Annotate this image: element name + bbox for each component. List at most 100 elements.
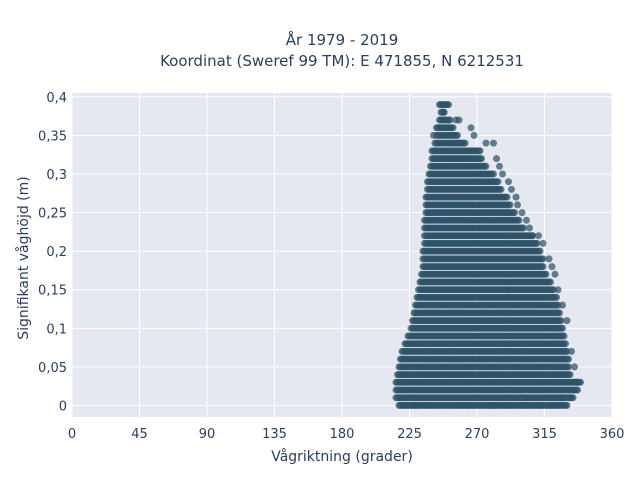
x-tick-label: 90 xyxy=(199,427,216,442)
y-tick-label: 0,1 xyxy=(46,322,67,337)
y-tick-label: 0,05 xyxy=(38,361,67,376)
data-point xyxy=(520,224,527,232)
x-tick-label: 45 xyxy=(131,427,148,442)
data-point xyxy=(571,363,578,371)
data-point xyxy=(515,216,523,224)
data-point xyxy=(526,224,533,232)
data-point xyxy=(440,108,448,116)
x-tick-label: 360 xyxy=(600,427,625,442)
data-point xyxy=(454,131,461,139)
data-point xyxy=(533,239,541,247)
data-point xyxy=(490,139,497,147)
data-point xyxy=(449,124,457,132)
data-point xyxy=(482,162,490,170)
data-point xyxy=(569,394,577,402)
data-point xyxy=(565,355,572,363)
data-point xyxy=(553,293,560,301)
data-point xyxy=(562,340,569,348)
data-point xyxy=(574,386,581,394)
data-point xyxy=(455,401,463,409)
y-axis-title: Signifikant våghöjd (m) xyxy=(15,176,32,339)
y-tick-label: 0,15 xyxy=(38,284,67,299)
y-tick-label: 0,4 xyxy=(46,91,67,106)
x-tick-label: 225 xyxy=(397,427,422,442)
y-tick-label: 0,35 xyxy=(38,129,67,144)
data-point xyxy=(536,247,544,255)
data-point xyxy=(461,139,469,147)
data-point xyxy=(503,193,511,201)
data-point xyxy=(548,401,556,409)
data-point xyxy=(464,401,472,409)
data-point xyxy=(536,401,544,409)
chart-title-line2: Koordinat (Sweref 99 TM): E 471855, N 62… xyxy=(160,52,524,70)
data-point xyxy=(433,124,440,132)
data-point xyxy=(511,209,518,217)
data-point xyxy=(412,401,419,409)
data-point xyxy=(430,131,437,139)
data-point xyxy=(403,401,410,409)
y-tick-label: 0,25 xyxy=(38,207,67,222)
data-point xyxy=(478,155,485,163)
x-tick-label: 135 xyxy=(262,427,287,442)
data-point xyxy=(496,162,503,170)
data-point xyxy=(455,116,463,124)
data-point xyxy=(551,270,559,278)
data-point xyxy=(505,178,512,186)
data-point xyxy=(557,317,565,325)
data-point xyxy=(556,309,563,317)
data-point xyxy=(566,371,574,379)
y-tick-label: 0,3 xyxy=(46,168,67,183)
data-point xyxy=(539,255,547,263)
data-point xyxy=(560,332,568,340)
x-tick-label: 180 xyxy=(330,427,355,442)
grid-lines xyxy=(71,93,613,417)
data-point xyxy=(512,193,520,201)
x-axis-title: Vågriktning (grader) xyxy=(271,448,413,465)
data-point xyxy=(436,101,443,109)
data-point xyxy=(554,286,562,294)
chart-title-line1: År 1979 - 2019 xyxy=(286,30,399,49)
data-point xyxy=(565,363,572,371)
data-point xyxy=(577,378,584,386)
data-point xyxy=(446,116,454,124)
data-point xyxy=(499,170,506,178)
data-point xyxy=(467,124,475,132)
data-point xyxy=(506,401,514,409)
data-point xyxy=(518,209,526,217)
x-tick-label: 0 xyxy=(68,427,76,442)
data-points xyxy=(392,101,584,409)
data-point xyxy=(535,232,542,240)
data-point xyxy=(508,185,515,193)
data-point xyxy=(539,239,547,247)
data-point xyxy=(445,101,452,109)
data-point xyxy=(493,155,500,163)
data-point xyxy=(545,255,553,263)
data-point xyxy=(452,139,460,147)
data-point xyxy=(547,278,554,286)
x-tick-label: 270 xyxy=(465,427,490,442)
x-tick-label: 315 xyxy=(532,427,557,442)
data-point xyxy=(563,317,571,325)
data-point xyxy=(476,147,484,155)
data-point xyxy=(521,401,529,409)
data-point xyxy=(529,232,536,240)
y-tick-label: 0 xyxy=(59,399,67,414)
data-point xyxy=(559,324,566,332)
data-point xyxy=(557,394,565,402)
data-point xyxy=(494,178,502,186)
data-point xyxy=(482,139,490,147)
data-point xyxy=(497,185,505,193)
data-point xyxy=(523,216,530,224)
data-point xyxy=(514,201,521,209)
y-axis-ticks: 0 0,05 0,1 0,15 0,2 0,25 0,3 0,35 0,4 xyxy=(38,91,67,415)
data-point xyxy=(491,401,499,409)
data-point xyxy=(518,394,526,402)
x-axis-ticks: 0 45 90 135 180 225 270 315 360 xyxy=(68,427,625,442)
data-point xyxy=(542,270,550,278)
data-point xyxy=(563,401,571,409)
data-point xyxy=(490,170,497,178)
data-point xyxy=(559,301,566,309)
data-point xyxy=(539,263,547,271)
